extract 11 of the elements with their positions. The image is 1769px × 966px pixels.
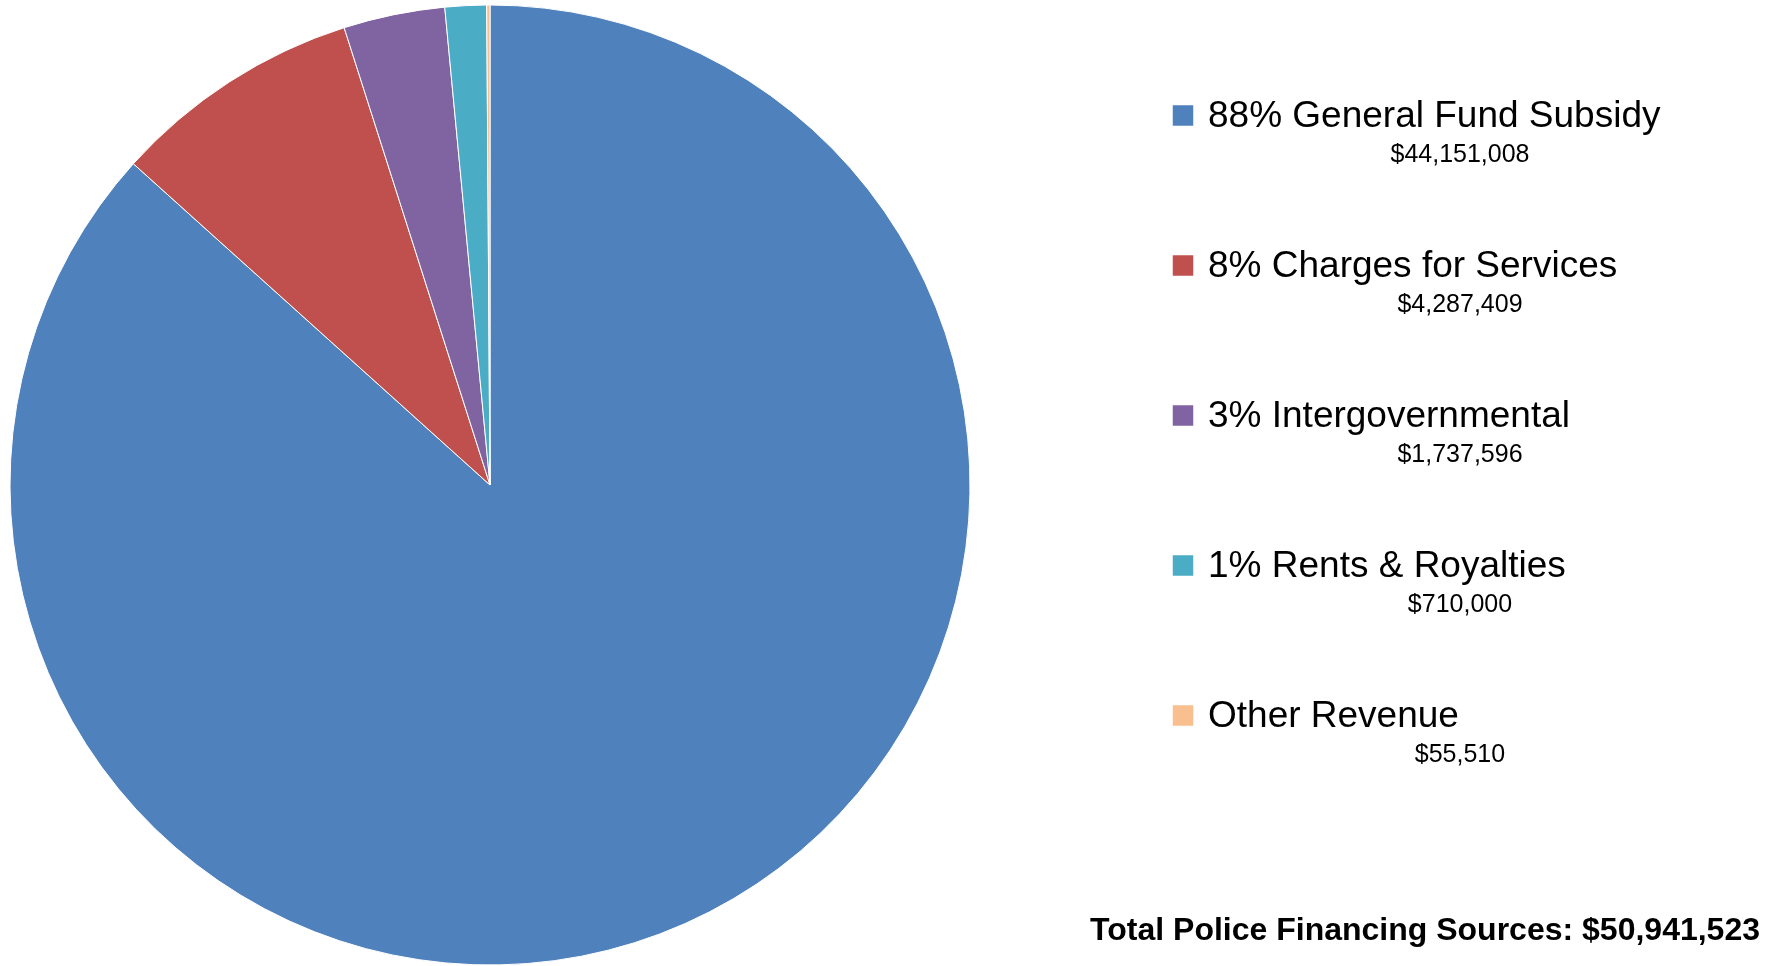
data-label: $1,737,596 (1397, 438, 1523, 467)
legend-label: Other Revenue (1208, 693, 1459, 735)
data-label: $4,287,409 (1397, 288, 1523, 317)
legend-label: 3% Intergovernmental (1208, 393, 1570, 435)
legend-label: 88% General Fund Subsidy (1208, 93, 1661, 135)
data-label: $55,510 (1414, 738, 1506, 767)
text: Total Police Financing Sources: $50,941,523 (1090, 911, 1760, 947)
data-label: $710,000 (1407, 588, 1513, 617)
legend-label: 1% Rents & Royalties (1208, 543, 1566, 585)
legend-label: 8% Charges for Services (1208, 243, 1618, 285)
data-label: $44,151,008 (1390, 138, 1530, 167)
